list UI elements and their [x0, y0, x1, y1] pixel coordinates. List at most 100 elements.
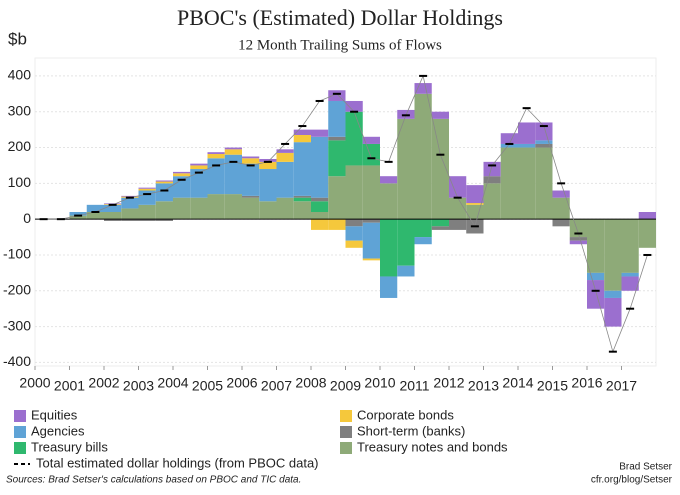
bar-segment	[380, 183, 398, 220]
bar-segment	[121, 208, 139, 220]
bar-segment	[431, 226, 449, 230]
x-tick-label: 2012	[433, 375, 464, 391]
bar-segment	[414, 237, 432, 245]
bar-segment	[293, 142, 311, 196]
legend-swatch	[340, 442, 352, 454]
bar-segment	[587, 280, 605, 309]
bar-segment	[466, 185, 484, 204]
bar-segment	[500, 143, 518, 148]
x-tick-label: 2010	[364, 375, 395, 391]
bar-segment	[173, 197, 191, 220]
bar-segment	[173, 171, 191, 174]
bar-segment	[414, 219, 432, 238]
bar-segment	[518, 122, 536, 144]
y-tick-label: 0	[23, 210, 31, 226]
x-tick-label: 2005	[192, 378, 223, 394]
y-tick-label: 100	[8, 174, 32, 190]
x-tick-label: 2000	[19, 375, 50, 391]
legend-label: Corporate bonds	[357, 407, 454, 422]
bar-segment	[397, 219, 415, 266]
bar-segment	[138, 187, 156, 189]
bar-segment	[414, 93, 432, 220]
bar-segment	[397, 118, 415, 220]
bar-segment	[69, 215, 87, 220]
bar-segment	[276, 149, 294, 153]
y-tick-label: 300	[8, 102, 32, 118]
bar-segment	[362, 219, 380, 223]
bar-segment	[224, 194, 242, 220]
bar-segment	[535, 147, 553, 220]
x-tick-label: 2016	[571, 375, 602, 391]
bar-segment	[328, 100, 346, 137]
bar-segment	[311, 197, 329, 202]
bar-segment	[483, 176, 501, 184]
bar-segment	[362, 222, 380, 259]
bar-segment	[276, 161, 294, 198]
x-tick-label: 2004	[157, 375, 188, 391]
bar-segment	[535, 122, 553, 141]
bar-segment	[621, 219, 639, 273]
x-tick-label: 2007	[261, 378, 292, 394]
bar-segment	[242, 156, 260, 159]
chart-title: PBOC's (Estimated) Dollar Holdings	[177, 5, 503, 30]
bar-segment	[345, 111, 363, 166]
x-tick-label: 2017	[606, 378, 637, 394]
source: Sources: Brad Setser's calculations base…	[6, 475, 301, 486]
y-tick-label: -300	[3, 317, 31, 333]
credit: cfr.org/blog/Setser	[591, 475, 673, 486]
bar-segment	[328, 176, 346, 220]
bar-segment	[552, 197, 570, 220]
bar-segment	[121, 195, 139, 197]
bar-segment	[207, 158, 225, 195]
bar-segment	[155, 201, 173, 220]
bar-segment	[328, 219, 346, 230]
bar-segment	[328, 140, 346, 177]
legend-label: Treasury bills	[31, 439, 108, 454]
chart-subtitle: 12 Month Trailing Sums of Flows	[238, 37, 442, 53]
bar-segment	[345, 165, 363, 220]
bar-segment	[362, 143, 380, 166]
bar-segment	[155, 180, 173, 182]
bar-segment	[104, 203, 122, 205]
bar-segment	[155, 181, 173, 184]
y-tick-label: 400	[8, 67, 32, 83]
bar-segment	[604, 297, 622, 327]
bar-segment	[104, 219, 122, 221]
bar-segment	[242, 195, 260, 198]
bar-segment	[449, 176, 467, 198]
bar-segment	[380, 276, 398, 298]
bar-segment	[207, 152, 225, 154]
legend-label: Agencies	[31, 423, 85, 438]
bar-segment	[604, 219, 622, 291]
x-tick-label: 2009	[330, 378, 361, 394]
bar-segment	[552, 190, 570, 198]
bar-segment	[466, 204, 484, 220]
x-tick-label: 2006	[226, 375, 257, 391]
bar-segment	[449, 197, 467, 220]
bar-segment	[155, 183, 173, 202]
bar-segment	[276, 197, 294, 220]
bar-segment	[569, 219, 587, 238]
y-tick-label: -200	[3, 281, 31, 297]
legend-swatch	[340, 426, 352, 438]
bar-segment	[293, 197, 311, 202]
bar-segment	[431, 111, 449, 119]
bar-segment	[500, 133, 518, 144]
bar-segment	[621, 276, 639, 291]
bar-segment	[86, 204, 104, 212]
bar-segment	[242, 158, 260, 164]
bar-segment	[173, 176, 191, 198]
bar-segment	[155, 219, 173, 221]
bar-segment	[138, 204, 156, 220]
bar-segment	[466, 203, 484, 205]
bar-segment	[293, 201, 311, 220]
bar-segment	[500, 147, 518, 220]
bar-segment	[311, 129, 329, 137]
bar-segment	[69, 212, 87, 216]
bar-segment	[345, 240, 363, 248]
bar-segment	[362, 258, 380, 261]
bar-segment	[276, 152, 294, 162]
bar-segment	[552, 219, 570, 227]
bar-segment	[587, 219, 605, 273]
